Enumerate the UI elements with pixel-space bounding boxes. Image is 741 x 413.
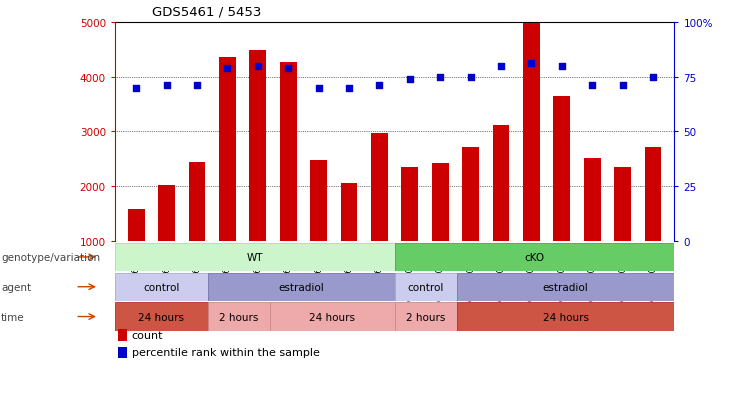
Bar	[208, 303, 270, 331]
Bar	[310, 161, 327, 297]
Bar	[462, 147, 479, 297]
Text: estradiol: estradiol	[279, 282, 325, 292]
Bar	[493, 126, 509, 297]
Text: 24 hours: 24 hours	[542, 312, 588, 322]
Bar	[584, 159, 600, 297]
Bar	[432, 164, 448, 297]
Bar	[456, 273, 674, 301]
Bar	[341, 184, 357, 297]
Bar	[523, 24, 539, 297]
Point	[252, 63, 264, 70]
Bar	[118, 330, 127, 342]
Point	[373, 83, 385, 90]
Bar	[280, 63, 296, 297]
Bar	[614, 167, 631, 297]
Text: GDS5461 / 5453: GDS5461 / 5453	[152, 6, 262, 19]
Bar	[395, 243, 674, 271]
Point	[465, 74, 476, 81]
Bar	[395, 273, 456, 301]
Point	[617, 83, 628, 90]
Bar	[189, 162, 205, 297]
Bar	[250, 51, 266, 297]
Text: WT: WT	[247, 252, 263, 262]
Bar	[371, 133, 388, 297]
Bar	[158, 186, 175, 297]
Bar	[115, 303, 208, 331]
Text: cKO: cKO	[525, 252, 545, 262]
Text: count: count	[132, 330, 163, 340]
Bar	[127, 210, 144, 297]
Bar	[219, 58, 236, 297]
Bar	[270, 303, 394, 331]
Point	[282, 65, 294, 72]
Point	[161, 83, 173, 90]
Text: genotype/variation: genotype/variation	[1, 252, 100, 262]
Text: percentile rank within the sample: percentile rank within the sample	[132, 348, 319, 358]
Text: 24 hours: 24 hours	[139, 312, 185, 322]
Text: agent: agent	[1, 282, 31, 292]
Text: control: control	[408, 282, 444, 292]
Point	[556, 63, 568, 70]
Point	[434, 74, 446, 81]
Bar	[115, 243, 395, 271]
Point	[404, 76, 416, 83]
Point	[495, 63, 507, 70]
Text: 2 hours: 2 hours	[219, 312, 259, 322]
Bar	[456, 303, 674, 331]
Text: estradiol: estradiol	[542, 282, 588, 292]
Bar	[645, 147, 662, 297]
Bar	[208, 273, 395, 301]
Point	[191, 83, 203, 90]
Text: control: control	[143, 282, 179, 292]
Point	[343, 85, 355, 92]
Bar	[395, 303, 456, 331]
Point	[313, 85, 325, 92]
Bar	[115, 273, 208, 301]
Bar	[554, 97, 570, 297]
Text: 2 hours: 2 hours	[406, 312, 445, 322]
Bar	[402, 167, 418, 297]
Text: time: time	[1, 312, 24, 322]
Point	[222, 65, 233, 72]
Bar	[118, 347, 127, 358]
Point	[130, 85, 142, 92]
Point	[647, 74, 659, 81]
Point	[525, 61, 537, 68]
Text: 24 hours: 24 hours	[310, 312, 356, 322]
Point	[586, 83, 598, 90]
